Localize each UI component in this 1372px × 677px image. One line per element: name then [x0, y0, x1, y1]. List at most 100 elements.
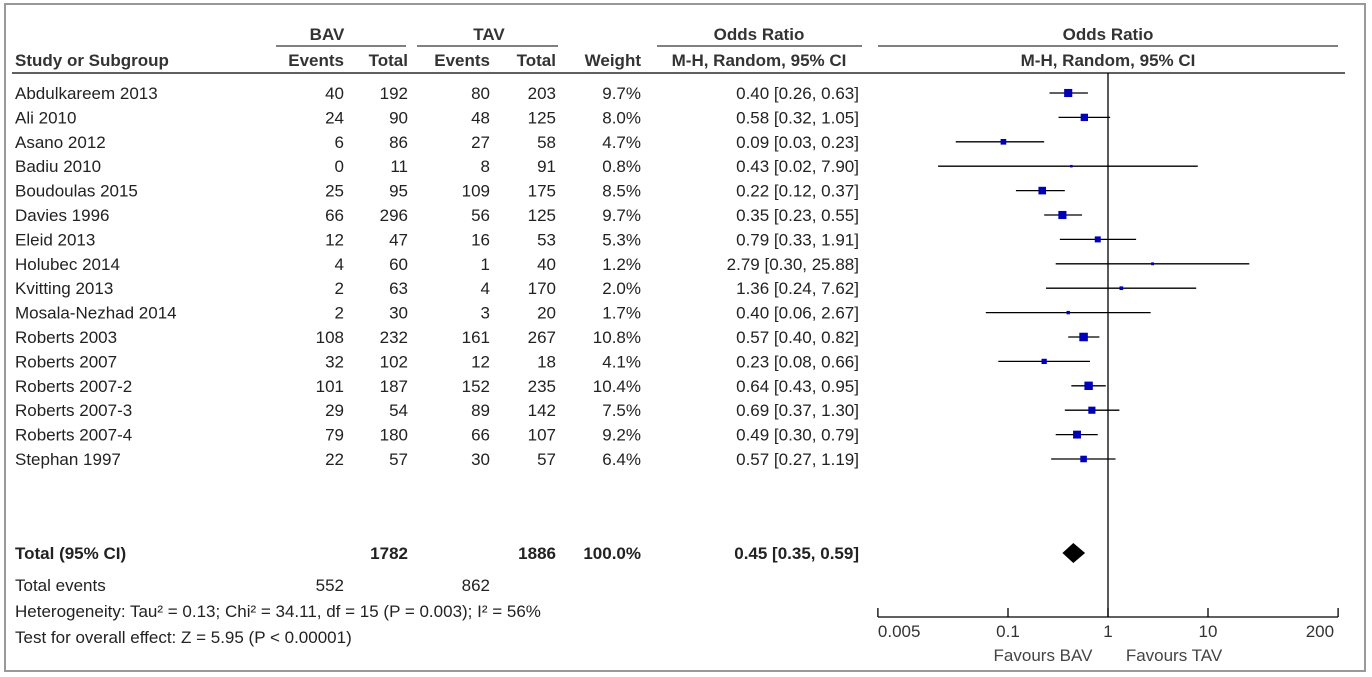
group-header-or-plot: Odds Ratio — [1063, 25, 1154, 44]
total-bav-total: 1782 — [370, 544, 408, 563]
overall-diamond — [1062, 543, 1086, 563]
col-or-plot: M-H, Random, 95% CI — [1021, 51, 1196, 70]
bav-events-cell: 4 — [335, 255, 344, 274]
point-estimate-marker — [1088, 406, 1096, 414]
col-or-text: M-H, Random, 95% CI — [672, 51, 847, 70]
or-ci-cell: 0.57 [0.27, 1.19] — [736, 450, 859, 469]
x-tick-label: 0.1 — [996, 622, 1020, 641]
study-name: Abdulkareem 2013 — [15, 84, 158, 103]
tav-events-cell: 27 — [471, 133, 490, 152]
bav-total-cell: 30 — [389, 304, 408, 323]
bav-events-cell: 2 — [335, 304, 344, 323]
study-name: Holubec 2014 — [15, 255, 120, 274]
study-name: Stephan 1997 — [15, 450, 121, 469]
total-events-tav: 862 — [462, 576, 490, 595]
tav-events-cell: 12 — [471, 352, 490, 371]
x-axis: 0.005 0.1 1 10 200 — [877, 608, 1339, 641]
point-estimate-marker — [1064, 88, 1073, 98]
bav-events-cell: 66 — [325, 206, 344, 225]
bav-total-cell: 180 — [380, 426, 408, 445]
bav-total-cell: 187 — [380, 377, 408, 396]
col-bav-total: Total — [369, 51, 408, 70]
bav-events-cell: 6 — [335, 133, 344, 152]
tav-total-cell: 58 — [537, 133, 556, 152]
weight-cell: 5.3% — [602, 230, 641, 249]
or-ci-cell: 0.58 [0.32, 1.05] — [736, 108, 859, 127]
bav-events-cell: 12 — [325, 230, 344, 249]
point-estimate-marker — [1000, 138, 1007, 145]
tav-total-cell: 142 — [528, 401, 556, 420]
total-events-bav: 552 — [316, 576, 344, 595]
x-tick-label: 10 — [1199, 622, 1218, 641]
favours-right-label: Favours TAV — [1126, 646, 1223, 665]
tav-total-cell: 20 — [537, 304, 556, 323]
heterogeneity-text: Heterogeneity: Tau² = 0.13; Chi² = 34.11… — [15, 602, 541, 621]
x-tick-label: 1 — [1103, 622, 1112, 641]
bav-events-cell: 32 — [325, 352, 344, 371]
tav-events-cell: 152 — [462, 377, 490, 396]
or-ci-cell: 2.79 [0.30, 25.88] — [727, 255, 859, 274]
point-estimate-marker — [1119, 286, 1124, 291]
tav-total-cell: 235 — [528, 377, 556, 396]
bav-total-cell: 232 — [380, 328, 408, 347]
tav-total-cell: 91 — [537, 157, 556, 176]
tav-total-cell: 125 — [528, 206, 556, 225]
forest-marks — [938, 73, 1250, 617]
bav-events-cell: 101 — [316, 377, 344, 396]
weight-cell: 0.8% — [602, 157, 641, 176]
group-header-or-text: Odds Ratio — [714, 25, 805, 44]
tav-events-cell: 161 — [462, 328, 490, 347]
study-name: Davies 1996 — [15, 206, 110, 225]
tav-events-cell: 30 — [471, 450, 490, 469]
weight-cell: 8.0% — [602, 108, 641, 127]
weight-cell: 1.7% — [602, 304, 641, 323]
bav-total-cell: 296 — [380, 206, 408, 225]
point-estimate-marker — [1079, 332, 1088, 342]
point-estimate-marker — [1058, 210, 1067, 220]
weight-cell: 4.7% — [602, 133, 641, 152]
point-estimate-marker — [1070, 164, 1073, 168]
point-estimate-marker — [1080, 113, 1089, 122]
or-ci-cell: 0.79 [0.33, 1.91] — [736, 230, 859, 249]
or-ci-cell: 0.57 [0.40, 0.82] — [736, 328, 859, 347]
point-estimate-marker — [1073, 430, 1081, 439]
overall-effect-text: Test for overall effect: Z = 5.95 (P < 0… — [15, 628, 352, 647]
point-estimate-marker — [1151, 262, 1154, 266]
study-name: Kvitting 2013 — [15, 279, 113, 298]
tav-events-cell: 56 — [471, 206, 490, 225]
group-header-bav: BAV — [310, 25, 345, 44]
tav-events-cell: 4 — [481, 279, 490, 298]
bav-total-cell: 47 — [389, 230, 408, 249]
tav-events-cell: 16 — [471, 230, 490, 249]
tav-events-cell: 66 — [471, 426, 490, 445]
or-ci-cell: 1.36 [0.24, 7.62] — [736, 279, 859, 298]
bav-events-cell: 2 — [335, 279, 344, 298]
tav-events-cell: 80 — [471, 84, 490, 103]
point-estimate-marker — [1094, 236, 1101, 243]
total-weight: 100.0% — [583, 544, 641, 563]
figure-frame — [4, 3, 1366, 672]
col-tav-events: Events — [434, 51, 490, 70]
tav-total-cell: 267 — [528, 328, 556, 347]
or-ci-cell: 0.22 [0.12, 0.37] — [736, 182, 859, 201]
bav-events-cell: 40 — [325, 84, 344, 103]
tav-total-cell: 40 — [537, 255, 556, 274]
weight-cell: 8.5% — [602, 182, 641, 201]
weight-cell: 10.8% — [593, 328, 641, 347]
bav-total-cell: 60 — [389, 255, 408, 274]
point-estimate-marker — [1041, 358, 1047, 365]
bav-total-cell: 63 — [389, 279, 408, 298]
bav-events-cell: 0 — [335, 157, 344, 176]
weight-cell: 4.1% — [602, 352, 641, 371]
or-ci-cell: 0.49 [0.30, 0.79] — [736, 426, 859, 445]
tav-total-cell: 53 — [537, 230, 556, 249]
tav-total-cell: 18 — [537, 352, 556, 371]
bav-events-cell: 108 — [316, 328, 344, 347]
study-name: Eleid 2013 — [15, 230, 95, 249]
tav-total-cell: 107 — [528, 426, 556, 445]
favours-left-label: Favours BAV — [994, 646, 1094, 665]
weight-cell: 9.7% — [602, 84, 641, 103]
or-ci-cell: 0.23 [0.08, 0.66] — [736, 352, 859, 371]
bav-events-cell: 79 — [325, 426, 344, 445]
or-ci-cell: 0.35 [0.23, 0.55] — [736, 206, 859, 225]
